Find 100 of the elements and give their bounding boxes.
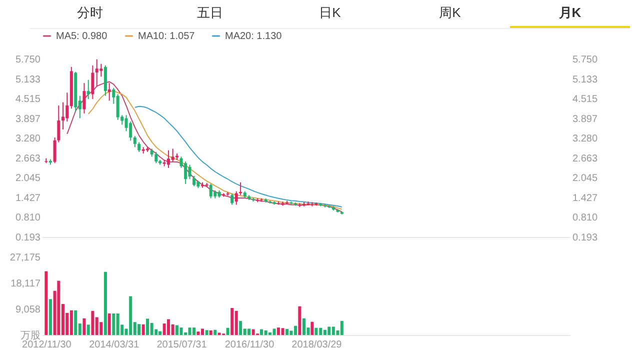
candlestick	[116, 94, 120, 120]
bar	[200, 328, 204, 335]
line-series	[88, 90, 342, 210]
y2-tick-label: 3.280	[572, 134, 598, 145]
bar	[310, 322, 314, 335]
y-tick-label: 2.045	[15, 173, 41, 184]
bar	[57, 280, 60, 335]
bar	[298, 306, 302, 335]
bar	[129, 296, 132, 335]
bar	[276, 328, 280, 335]
candlestick	[188, 164, 192, 180]
y-tick-label: 1.427	[15, 192, 41, 204]
line-series	[134, 106, 342, 208]
text: 五日	[196, 4, 224, 22]
bar	[281, 328, 284, 335]
y2-tick-label: 2.045	[572, 173, 598, 184]
candlestick	[82, 82, 86, 114]
legend-label: MA5: 0.980	[56, 31, 108, 42]
candlestick	[91, 64, 94, 100]
candlestick	[154, 151, 158, 164]
bar	[180, 328, 183, 335]
bar	[314, 328, 318, 335]
bar	[272, 328, 276, 335]
candlestick	[86, 79, 90, 100]
bar	[108, 313, 111, 335]
bar	[234, 310, 238, 335]
bar	[112, 313, 116, 335]
text: 周K	[438, 4, 462, 22]
bar	[150, 322, 154, 335]
bar	[230, 308, 234, 335]
y-tick-label: 4.515	[15, 94, 41, 106]
bar	[323, 330, 326, 335]
y-tick-label: 万股	[20, 330, 40, 342]
candlestick	[171, 148, 174, 162]
candlestick	[95, 58, 98, 87]
x-tick-label: 2015/07/31	[156, 340, 208, 350]
text: 分时	[76, 4, 104, 22]
bar	[188, 328, 192, 335]
bar	[158, 331, 162, 335]
x-tick-label: 2018/03/29	[292, 340, 342, 350]
y-tick-label: 2.663	[15, 153, 41, 164]
bar	[48, 299, 52, 335]
bar	[104, 272, 107, 335]
x-tick-label: 2016/11/30	[224, 340, 275, 350]
y-tick-label: 18,117	[10, 278, 41, 290]
y2-tick-label: 5.133	[572, 74, 598, 86]
y-tick-label: 27,175	[10, 252, 41, 264]
bar	[82, 318, 86, 335]
candlestick	[192, 175, 196, 187]
candlestick	[138, 142, 141, 152]
y-tick-label: 5.133	[15, 74, 41, 86]
y-tick-label: 9,058	[15, 304, 41, 316]
candlestick	[108, 82, 111, 102]
candlestick	[234, 190, 238, 206]
y2-tick-label: 4.515	[572, 94, 598, 106]
candlestick	[100, 63, 103, 78]
y-tick-label: 3.897	[15, 114, 41, 125]
x-tick-label: 2014/03/31	[89, 340, 140, 350]
legend-label: MA20: 1.130	[225, 31, 282, 42]
bar	[196, 332, 200, 335]
candlestick	[230, 193, 234, 206]
bar	[142, 324, 145, 335]
bar	[264, 330, 268, 335]
bar	[74, 310, 78, 335]
bar	[226, 328, 230, 335]
bar	[86, 324, 90, 335]
bar	[146, 318, 150, 335]
bar	[209, 330, 212, 335]
y2-tick-label: 2.663	[572, 153, 598, 164]
bar	[252, 329, 255, 335]
y-tick-label: 3.280	[15, 134, 41, 145]
bar	[286, 328, 289, 335]
bar	[116, 313, 120, 335]
candlestick	[133, 135, 136, 148]
bar	[332, 326, 335, 335]
x-tick-label: 2012/11/30	[22, 340, 72, 350]
bar	[248, 328, 251, 335]
text: 日K	[318, 4, 342, 22]
bar	[44, 271, 48, 335]
legend-label: MA10: 1.057	[138, 31, 196, 42]
y2-tick-label: 0.810	[572, 212, 598, 224]
candlestick	[184, 161, 188, 184]
candlestick	[209, 183, 212, 199]
y-tick-label: 5.750	[15, 54, 41, 66]
bar	[70, 310, 73, 335]
y2-tick-label: 5.750	[572, 54, 598, 66]
bar	[340, 320, 344, 335]
bar	[91, 310, 94, 335]
bar	[328, 326, 331, 335]
bar	[214, 330, 217, 335]
y2-tick-label: 0.193	[572, 232, 598, 244]
y-tick-label: 0.810	[15, 212, 41, 224]
bar	[138, 324, 141, 335]
candlestick	[61, 102, 64, 130]
bar	[239, 320, 242, 335]
text: 月K	[510, 0, 630, 28]
bar	[205, 330, 208, 335]
y2-tick-label: 3.897	[572, 114, 598, 125]
candlestick	[129, 120, 132, 142]
y2-tick-label: 1.427	[572, 192, 598, 204]
